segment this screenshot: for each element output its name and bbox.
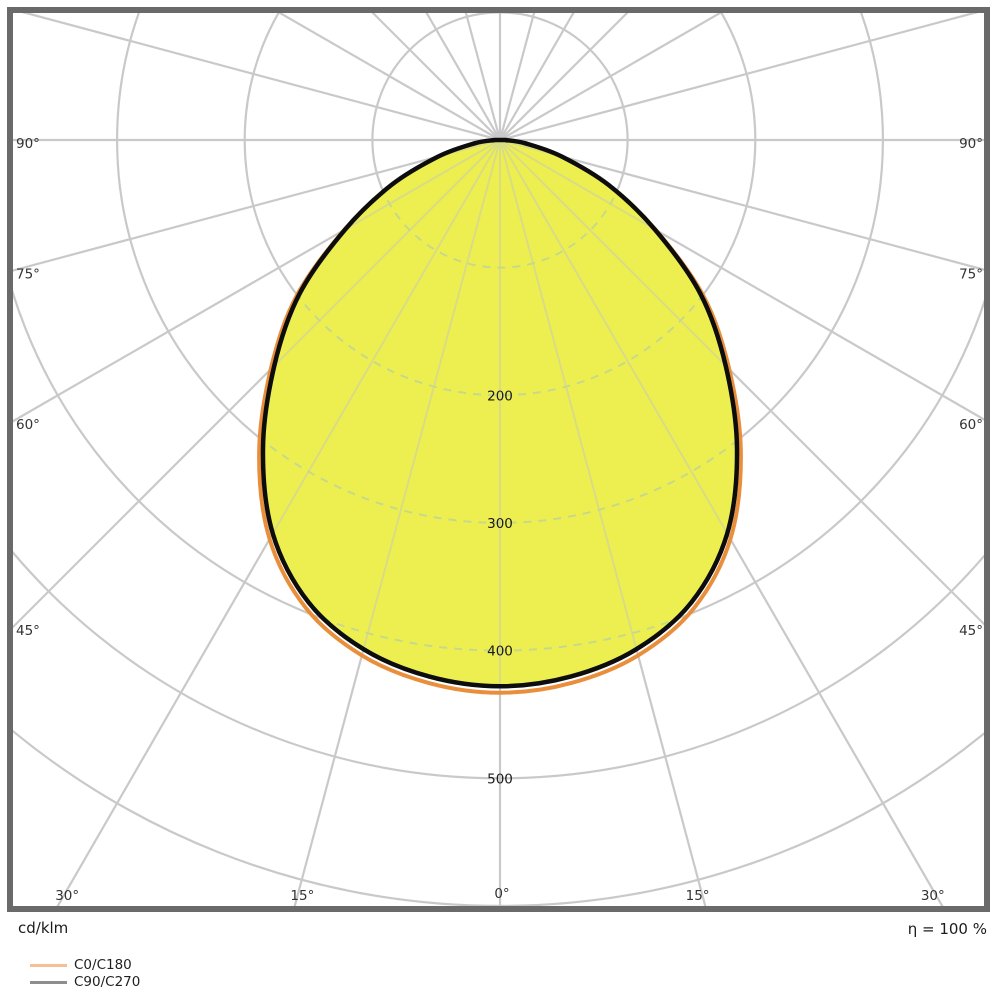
svg-text:30°: 30°	[921, 888, 945, 904]
svg-text:45°: 45°	[959, 623, 983, 639]
svg-text:60°: 60°	[16, 417, 40, 433]
svg-text:90°: 90°	[959, 136, 983, 152]
svg-text:200: 200	[487, 388, 513, 404]
unit-label: cd/klm	[18, 919, 69, 937]
svg-text:15°: 15°	[290, 888, 314, 904]
svg-text:300: 300	[487, 516, 513, 532]
efficiency-label: η = 100 %	[907, 920, 987, 938]
svg-text:500: 500	[487, 771, 513, 787]
legend-label-c0: C0/C180	[74, 957, 132, 973]
c90-c270-curve	[260, 137, 740, 689]
ring-labels: 200 300 400 500	[487, 388, 513, 787]
svg-text:75°: 75°	[959, 267, 983, 283]
legend-item-c90: C90/C270	[30, 974, 140, 991]
svg-text:0°: 0°	[494, 886, 509, 902]
svg-text:15°: 15°	[686, 888, 710, 904]
c90-line-swatch	[30, 981, 67, 984]
svg-text:30°: 30°	[55, 888, 79, 904]
legend: C0/C180 C90/C270	[30, 957, 140, 991]
svg-text:400: 400	[487, 644, 513, 660]
svg-text:60°: 60°	[959, 417, 983, 433]
svg-text:45°: 45°	[16, 623, 40, 639]
svg-text:75°: 75°	[16, 267, 40, 283]
legend-item-c0: C0/C180	[30, 957, 140, 974]
chart-frame	[7, 7, 990, 912]
svg-text:90°: 90°	[16, 136, 40, 152]
angle-labels: 90° 90° 75° 75° 60° 60° 45° 45° 30° 30° 15° 15° 0°	[16, 136, 983, 904]
legend-label-c90: C90/C270	[74, 974, 141, 990]
c0-line-swatch	[30, 964, 67, 967]
